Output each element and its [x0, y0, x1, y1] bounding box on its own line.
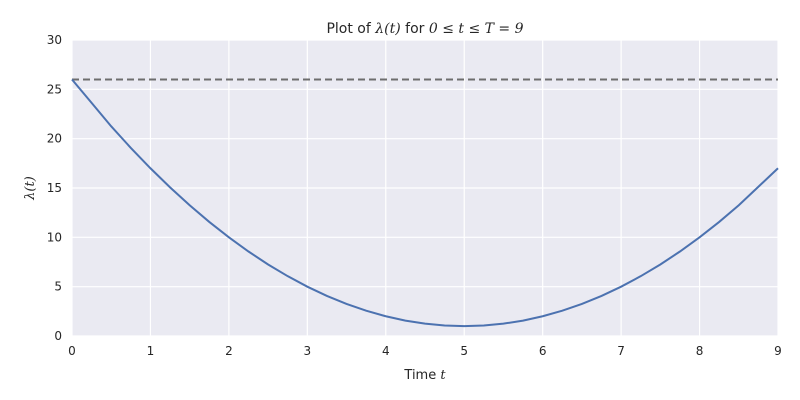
x-tick-labels: 0 1 2 3 4 5 6 7 8 9 [68, 344, 782, 358]
y-tick-label: 20 [47, 132, 62, 146]
y-tick-label: 10 [47, 230, 62, 244]
x-tick-label: 6 [539, 344, 547, 358]
x-tick-label: 9 [774, 344, 782, 358]
y-tick-label: 0 [54, 329, 62, 343]
x-tick-label: 2 [225, 344, 233, 358]
chart-title-math: λ(t) [374, 21, 400, 37]
x-tick-label: 1 [147, 344, 155, 358]
y-tick-label: 25 [47, 82, 62, 96]
y-tick-label: 30 [47, 33, 62, 47]
y-tick-label: 15 [47, 181, 62, 195]
x-axis-label: Time t [403, 368, 446, 383]
lambda-series-line [71, 78, 779, 328]
chart-title-middle: for [401, 21, 429, 37]
x-tick-label: 5 [460, 344, 468, 358]
x-axis-label-text: Time [403, 368, 440, 383]
x-tick-label: 8 [696, 344, 704, 358]
x-tick-label: 0 [68, 344, 76, 358]
x-tick-label: 4 [382, 344, 390, 358]
chart-title-range: 0 ≤ t ≤ T = 9 [429, 21, 524, 37]
series-group [71, 78, 779, 328]
y-tick-label: 5 [54, 280, 62, 294]
y-tick-labels: 0 5 10 15 20 25 30 [47, 33, 62, 343]
chart-title: Plot of λ(t) for 0 ≤ t ≤ T = 9 [326, 21, 523, 37]
x-tick-label: 3 [304, 344, 312, 358]
x-axis-label-math: t [440, 368, 446, 383]
grid-lines [71, 39, 779, 337]
x-tick-label: 7 [617, 344, 625, 358]
y-axis-label: λ(t) [23, 176, 38, 201]
chart-title-prefix: Plot of [326, 21, 375, 37]
